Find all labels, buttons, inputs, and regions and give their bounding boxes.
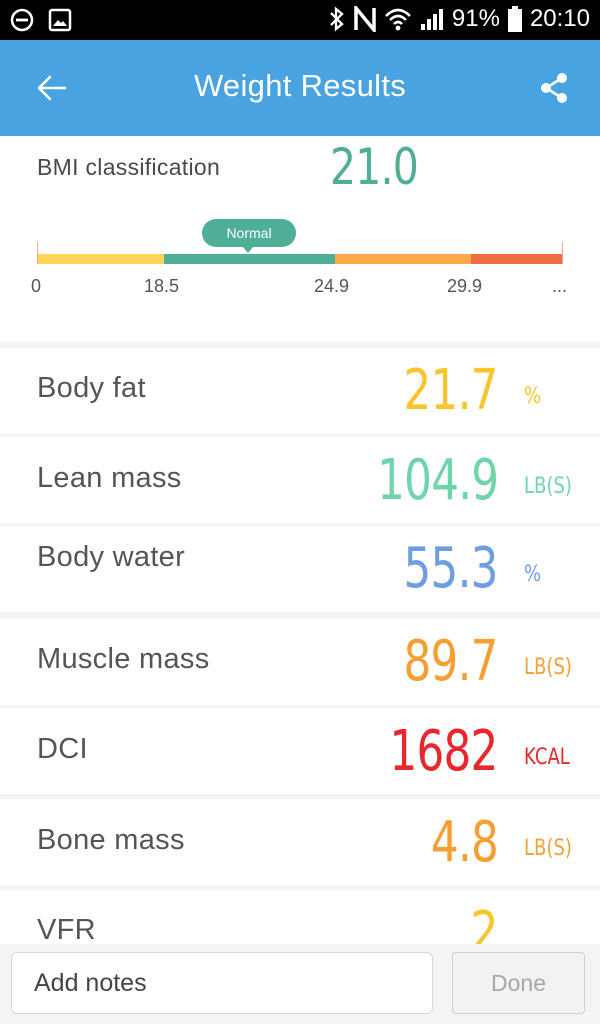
metric-value: 89.7	[403, 629, 499, 694]
status-left-icons	[10, 8, 72, 37]
metric-row-body-water[interactable]: Body water 55.3 %	[0, 526, 600, 612]
metric-row-lean-mass[interactable]: Lean mass 104.9 LB(S)	[0, 437, 600, 523]
metric-value: 21.7	[403, 358, 499, 423]
signal-icon	[420, 6, 444, 32]
bluetooth-icon	[328, 6, 346, 32]
do-not-disturb-icon	[10, 8, 34, 37]
notes-input[interactable]	[11, 952, 433, 1014]
metric-unit: %	[524, 384, 542, 409]
status-bar: 91% 20:10	[0, 0, 600, 40]
done-button[interactable]: Done	[452, 952, 585, 1014]
bmi-segment-obese	[471, 254, 563, 264]
image-icon	[48, 8, 72, 37]
status-right-icons: 91% 20:10	[328, 5, 590, 33]
metric-row-muscle-mass[interactable]: Muscle mass 89.7 LB(S)	[0, 619, 600, 705]
metric-value: 1682	[389, 719, 499, 784]
arrow-left-icon	[37, 75, 67, 101]
share-icon	[541, 73, 567, 103]
bmi-segment-underweight	[37, 254, 164, 264]
nfc-icon	[354, 6, 376, 32]
bmi-scale-label: 24.9	[314, 276, 350, 296]
metric-unit: %	[524, 562, 542, 587]
metric-value: 104.9	[376, 448, 499, 513]
metric-value: 55.3	[403, 536, 499, 601]
metric-name: Body fat	[37, 372, 146, 404]
bmi-scale-label: 18.5	[144, 276, 180, 296]
bmi-scale-label: ...	[552, 276, 568, 296]
battery-icon	[507, 6, 522, 32]
share-button[interactable]	[532, 66, 576, 110]
metric-unit: LB(S)	[524, 655, 572, 680]
metric-row-vfr[interactable]: VFR 2	[0, 890, 600, 944]
bmi-category-badge: Normal	[202, 219, 296, 247]
bmi-scale-end-tick	[562, 242, 563, 264]
bmi-segment-overweight	[335, 254, 471, 264]
bmi-scale-label: 0	[31, 276, 42, 296]
app-bar: Weight Results	[0, 40, 600, 136]
battery-percentage: 91%	[451, 5, 500, 32]
metric-row-body-fat[interactable]: Body fat 21.7 %	[0, 348, 600, 434]
bmi-category-pointer	[242, 246, 254, 253]
wifi-icon	[384, 6, 412, 32]
clock: 20:10	[529, 5, 590, 32]
metric-unit: KCAL	[524, 745, 570, 770]
metric-row-dci[interactable]: DCI 1682 KCAL	[0, 708, 600, 794]
bmi-label: BMI classification	[37, 154, 221, 180]
metric-name: Bone mass	[37, 824, 185, 856]
metric-name: VFR	[37, 914, 96, 944]
bmi-scale-start-tick	[37, 242, 38, 264]
metric-name: Body water	[37, 541, 186, 573]
bottom-bar: Done	[0, 944, 600, 1024]
metric-unit: LB(S)	[524, 836, 572, 861]
page-title: Weight Results	[193, 68, 407, 103]
bmi-segment-normal	[164, 254, 335, 264]
metric-name: Lean mass	[37, 462, 182, 494]
metric-unit: LB(S)	[524, 474, 572, 499]
bmi-card: BMI classification 21.0 Normal 0 18.5 24…	[0, 136, 600, 342]
results-list[interactable]: BMI classification 21.0 Normal 0 18.5 24…	[0, 136, 600, 944]
metric-value: 4.8	[430, 810, 499, 875]
metric-name: Muscle mass	[37, 643, 210, 675]
metric-value: 2	[470, 900, 499, 944]
bmi-value: 21.0	[330, 138, 419, 196]
bmi-scale	[37, 242, 563, 264]
back-button[interactable]	[28, 66, 76, 110]
metric-row-bone-mass[interactable]: Bone mass 4.8 LB(S)	[0, 799, 600, 885]
metric-name: DCI	[37, 733, 88, 765]
bmi-scale-label: 29.9	[447, 276, 483, 296]
